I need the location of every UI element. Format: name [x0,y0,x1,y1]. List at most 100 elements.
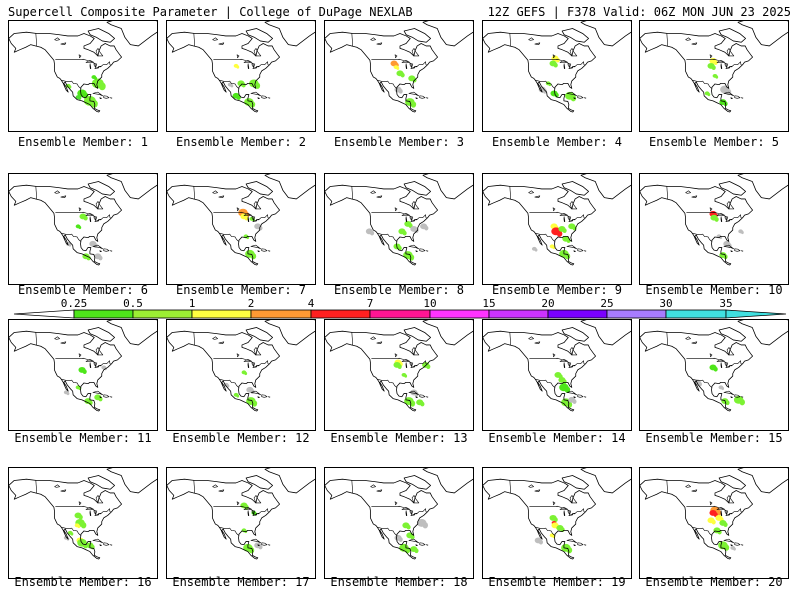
country-border [351,480,354,493]
coastline [419,95,426,99]
coastline [724,216,729,221]
panel-label: Ensemble Member: 17 [172,575,310,589]
scp-contour [398,537,403,542]
coastline [723,538,735,544]
north-america-map [167,174,315,266]
coastline [9,31,122,113]
coastline [110,97,113,99]
coastline [247,63,250,70]
country-border [35,33,38,46]
coastline [741,544,744,546]
coastline [569,495,578,504]
coastline [87,327,115,342]
north-america-map [9,174,157,266]
coastline [167,330,280,412]
map-panel-member-6 [8,173,158,285]
coastline [561,28,589,43]
panel-label: Ensemble Member: 14 [488,431,626,445]
country-border [529,211,585,222]
coastline [409,63,414,68]
coastline [720,63,723,70]
scp-contour [83,215,88,221]
coastline [573,544,576,546]
scp-contour [408,254,415,261]
coastline [212,190,218,194]
scp-contour [397,245,402,251]
coastline [426,396,429,398]
scp-contour [566,401,573,408]
country-border [351,332,354,345]
scp-contour [402,230,407,236]
scp-contour [733,547,736,551]
coastline [218,341,225,344]
coastline [685,484,691,488]
coastline [584,97,587,99]
map-panel-member-13 [324,319,474,431]
colorbar-tick-label: 20 [541,297,555,310]
coastline [268,97,271,99]
scp-contour [66,391,70,396]
country-border [692,79,713,89]
coastline [419,394,426,398]
scp-contour [564,386,571,393]
coastline [730,396,733,398]
coastline [92,390,104,396]
scp-contour [713,366,718,372]
coastline [60,341,67,344]
scp-contour [258,544,263,550]
scp-contour [78,225,82,230]
coastline [99,250,102,252]
coastline [95,201,104,210]
colorbar-tick-label: 10 [423,297,437,310]
coastline [376,42,383,45]
north-america-map [640,21,788,113]
coastline [60,489,67,492]
coastline [78,501,82,506]
scp-contour [98,82,106,91]
country-border [509,480,512,493]
coastline [251,63,256,68]
coastline [92,244,104,250]
coastline [723,244,735,250]
country-border [377,232,398,242]
map-panel-member-16 [8,467,158,579]
north-america-map [9,468,157,560]
country-border [535,526,556,536]
panel-label: Ensemble Member: 19 [488,575,626,589]
country-border [193,480,196,493]
coastline [724,362,729,367]
coastline [251,216,256,221]
colorbar-tick-label: 30 [659,297,673,310]
coastline [534,42,541,45]
coastline [394,501,398,506]
coastline [415,396,418,398]
coastline [723,390,735,396]
scp-contour [68,243,72,247]
coastline [483,184,596,266]
scp-contour [244,215,249,221]
coastline [325,184,438,266]
country-border [35,332,38,345]
map-panel-member-17 [166,467,316,579]
north-america-map [9,21,157,113]
scp-contour [420,401,425,407]
coastline [54,37,60,41]
scp-contour [715,75,719,79]
coastline [483,31,596,113]
panel-label: Ensemble Member: 9 [491,283,623,297]
coastline [403,28,431,43]
coastline [737,320,788,346]
coastline [405,362,408,369]
coastline [718,475,746,490]
coastline [419,542,426,546]
country-border [377,79,398,89]
scp-contour [554,92,559,98]
colorbar-tick-label: 7 [366,297,374,310]
north-america-map [640,174,788,266]
coastline [167,478,280,560]
coastline [87,181,115,196]
coastline [552,54,556,59]
coastline [528,190,534,194]
coastline [718,28,746,43]
colorbar-segment [488,309,549,319]
